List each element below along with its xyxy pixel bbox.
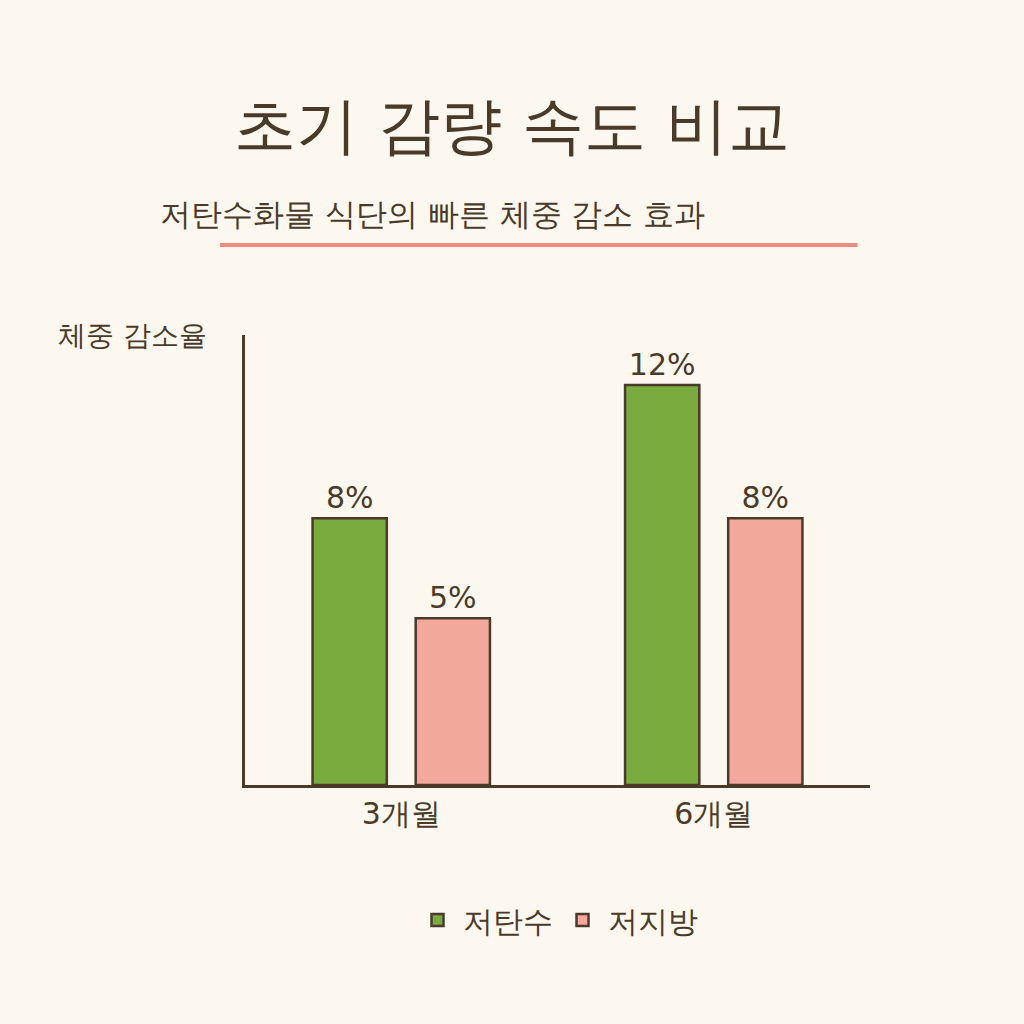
svg-text:6개월: 6개월 (674, 796, 753, 831)
svg-text:8%: 8% (742, 480, 790, 515)
svg-text:초기 감량 속도 비교: 초기 감량 속도 비교 (234, 89, 789, 162)
svg-text:5%: 5% (429, 580, 477, 615)
svg-text:체중 감소율: 체중 감소율 (58, 319, 207, 352)
svg-text:8%: 8% (326, 480, 374, 515)
svg-text:저탄수: 저탄수 (463, 904, 553, 939)
svg-text:저탄수화물 식단의 빠른 체중 감소 효과: 저탄수화물 식단의 빠른 체중 감소 효과 (160, 196, 705, 232)
svg-text:3개월: 3개월 (362, 796, 441, 831)
svg-text:저지방: 저지방 (608, 904, 698, 939)
svg-text:12%: 12% (629, 347, 696, 382)
